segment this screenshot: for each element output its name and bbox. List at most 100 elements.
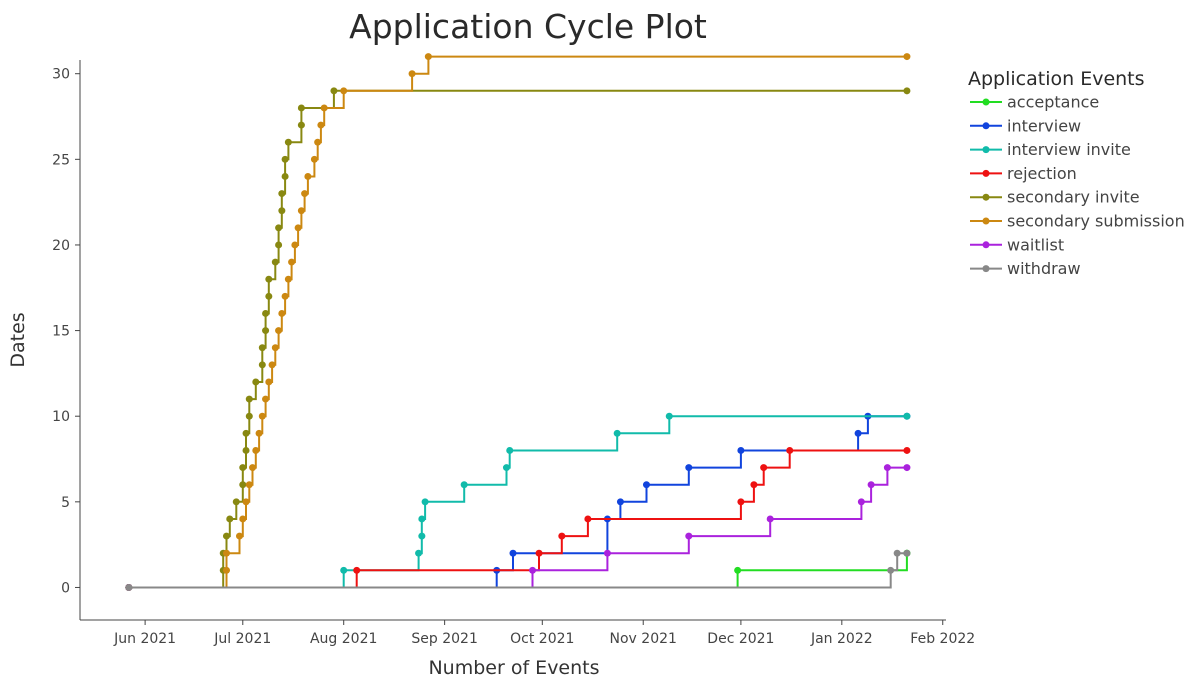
y-tick-label: 5 bbox=[61, 495, 70, 511]
data-point-secondary-submission bbox=[236, 532, 244, 540]
plot-area bbox=[125, 53, 911, 591]
x-tick-label: Feb 2022 bbox=[910, 631, 975, 647]
legend: Application Events acceptance interview in… bbox=[968, 68, 1185, 278]
data-point-interview bbox=[642, 481, 650, 489]
series-line-waitlist bbox=[128, 466, 907, 589]
data-point-secondary-invite bbox=[245, 412, 253, 420]
data-point-secondary-submission bbox=[310, 155, 318, 163]
series-line-rejection bbox=[128, 449, 907, 589]
data-point-secondary-submission bbox=[223, 566, 231, 574]
x-tick-label: Nov 2021 bbox=[610, 631, 677, 647]
data-point-secondary-invite bbox=[903, 87, 911, 95]
legend-item-interview-invite: interview invite bbox=[970, 140, 1131, 159]
series-secondary-submission bbox=[125, 53, 911, 591]
y-tick-label: 30 bbox=[52, 67, 70, 83]
data-point-secondary-invite bbox=[297, 104, 305, 112]
legend-label: rejection bbox=[1007, 164, 1077, 183]
data-point-secondary-submission bbox=[288, 258, 296, 266]
data-point-secondary-invite bbox=[284, 138, 292, 146]
data-point-secondary-submission bbox=[268, 361, 276, 369]
data-point-secondary-invite bbox=[245, 395, 253, 403]
data-point-secondary-invite bbox=[278, 207, 286, 215]
data-point-secondary-submission bbox=[249, 464, 257, 472]
data-point-waitlist bbox=[685, 532, 693, 540]
legend-swatch-marker bbox=[982, 98, 990, 106]
data-point-secondary-submission bbox=[223, 549, 231, 557]
x-tick-label: Dec 2021 bbox=[707, 631, 774, 647]
chart-title: Application Cycle Plot bbox=[349, 7, 707, 46]
data-point-interview bbox=[509, 549, 517, 557]
data-point-interview bbox=[616, 498, 624, 506]
x-tick-label: Aug 2021 bbox=[310, 631, 377, 647]
data-point-secondary-submission bbox=[340, 87, 348, 95]
data-point-rejection bbox=[903, 446, 911, 454]
legend-item-acceptance: acceptance bbox=[970, 93, 1099, 112]
y-tick-label: 10 bbox=[52, 409, 70, 425]
series-line-interview-invite bbox=[128, 415, 907, 589]
data-point-secondary-invite bbox=[239, 464, 247, 472]
data-point-secondary-submission bbox=[320, 104, 328, 112]
data-point-withdraw bbox=[125, 583, 133, 591]
data-point-rejection bbox=[558, 532, 566, 540]
data-point-secondary-submission bbox=[301, 190, 309, 198]
data-point-interview-invite bbox=[665, 412, 673, 420]
data-point-rejection bbox=[535, 549, 543, 557]
data-point-secondary-invite bbox=[239, 481, 247, 489]
data-point-interview bbox=[685, 464, 693, 472]
data-point-secondary-submission bbox=[284, 275, 292, 283]
data-point-secondary-invite bbox=[265, 292, 273, 300]
data-point-secondary-submission bbox=[262, 395, 270, 403]
legend-label: secondary invite bbox=[1007, 188, 1140, 207]
data-point-secondary-submission bbox=[252, 446, 260, 454]
legend-swatch-marker bbox=[982, 193, 990, 201]
data-point-rejection bbox=[750, 481, 758, 489]
series-secondary-invite bbox=[125, 87, 911, 591]
legend-swatch-marker bbox=[982, 217, 990, 225]
x-tick-label: Jul 2021 bbox=[213, 631, 271, 647]
data-point-interview-invite bbox=[418, 515, 426, 523]
data-point-interview-invite bbox=[502, 464, 510, 472]
data-point-interview-invite bbox=[506, 446, 514, 454]
y-tick-label: 0 bbox=[61, 580, 70, 596]
y-axis-title: Dates bbox=[7, 312, 29, 367]
data-point-secondary-submission bbox=[408, 70, 416, 78]
x-tick-label: Oct 2021 bbox=[510, 631, 574, 647]
data-point-secondary-invite bbox=[265, 275, 273, 283]
x-tick-label: Sep 2021 bbox=[411, 631, 477, 647]
legend-item-secondary-submission: secondary submission bbox=[970, 212, 1185, 231]
data-point-waitlist bbox=[603, 549, 611, 557]
data-point-rejection bbox=[737, 498, 745, 506]
data-point-secondary-submission bbox=[294, 224, 302, 232]
legend-item-rejection: rejection bbox=[970, 164, 1077, 183]
data-point-secondary-submission bbox=[314, 138, 322, 146]
legend-label: waitlist bbox=[1007, 235, 1064, 254]
legend-item-withdraw: withdraw bbox=[970, 259, 1081, 278]
data-point-waitlist bbox=[903, 464, 911, 472]
data-point-withdraw bbox=[893, 549, 901, 557]
data-point-secondary-submission bbox=[271, 344, 279, 352]
data-point-secondary-submission bbox=[297, 207, 305, 215]
data-point-interview-invite bbox=[415, 549, 423, 557]
data-point-secondary-submission bbox=[278, 309, 286, 317]
legend-swatch-marker bbox=[982, 265, 990, 273]
data-point-rejection bbox=[353, 566, 361, 574]
legend-swatch-marker bbox=[982, 169, 990, 177]
x-axis-title: Number of Events bbox=[428, 657, 599, 679]
legend-item-interview: interview bbox=[970, 116, 1081, 135]
data-point-secondary-submission bbox=[304, 172, 312, 180]
legend-swatch-marker bbox=[982, 241, 990, 249]
legend-label: acceptance bbox=[1007, 93, 1099, 112]
data-point-interview bbox=[737, 446, 745, 454]
data-point-secondary-invite bbox=[297, 121, 305, 129]
legend-title: Application Events bbox=[968, 68, 1145, 90]
data-point-secondary-invite bbox=[281, 155, 289, 163]
data-point-secondary-invite bbox=[262, 309, 270, 317]
data-point-rejection bbox=[584, 515, 592, 523]
data-point-waitlist bbox=[857, 498, 865, 506]
data-point-secondary-invite bbox=[281, 172, 289, 180]
data-point-withdraw bbox=[903, 549, 911, 557]
data-point-secondary-submission bbox=[265, 378, 273, 386]
y-tick-label: 25 bbox=[52, 152, 70, 168]
data-point-secondary-submission bbox=[291, 241, 299, 249]
x-tick-label: Jan 2022 bbox=[810, 631, 873, 647]
